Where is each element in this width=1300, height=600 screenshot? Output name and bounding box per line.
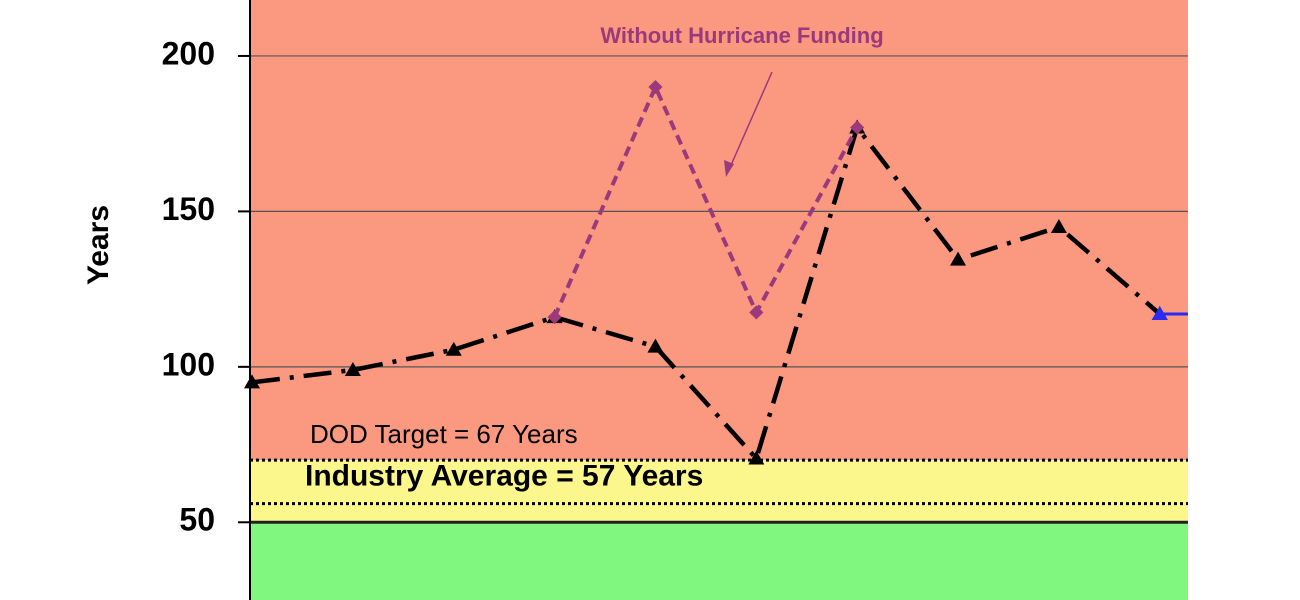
- band: [250, 460, 1188, 523]
- annotation: Without Hurricane Funding: [600, 23, 883, 48]
- point-marker: [950, 251, 967, 266]
- point-marker: [344, 361, 361, 376]
- point-marker: [547, 310, 562, 325]
- point-marker: [647, 338, 664, 353]
- series-line: [552, 82, 859, 318]
- y-tick-label: 50: [179, 502, 215, 538]
- y-axis-label: Years: [82, 205, 115, 285]
- band: [250, 522, 1188, 600]
- point-marker: [445, 341, 462, 356]
- point-marker: [1050, 218, 1067, 233]
- point-marker: [1151, 305, 1168, 320]
- point-marker: [244, 374, 261, 389]
- y-tick-label: 200: [162, 35, 215, 71]
- annotation-arrow: [727, 71, 773, 173]
- point-marker: [749, 305, 764, 320]
- series-line: [251, 122, 1162, 464]
- y-tick-label: 100: [162, 346, 215, 382]
- point-marker: [850, 120, 865, 135]
- y-tick-label: 150: [162, 191, 215, 227]
- point-marker: [748, 450, 765, 465]
- reference-label: Industry Average = 57 Years: [305, 460, 703, 493]
- annotation-arrowhead: [724, 160, 734, 177]
- point-marker: [648, 79, 663, 95]
- reference-label: DOD Target = 67 Years: [310, 419, 578, 449]
